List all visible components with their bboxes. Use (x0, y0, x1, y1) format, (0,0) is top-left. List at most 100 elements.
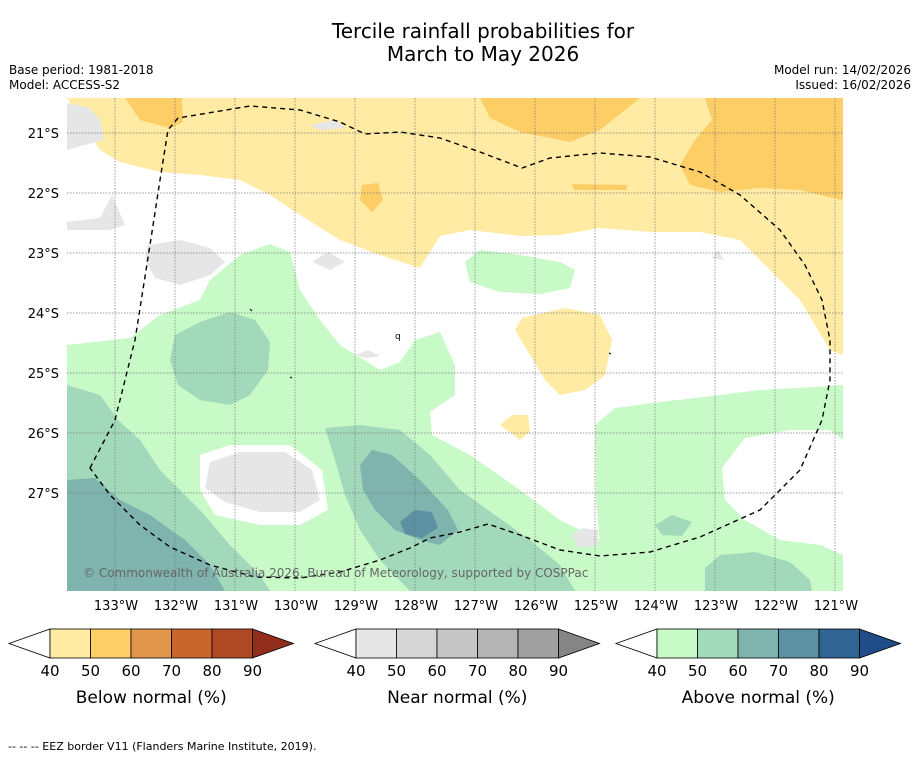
legend-swatch (697, 628, 739, 659)
legend-extend-high (859, 628, 902, 659)
lon-label: 129°W (334, 599, 378, 614)
legend-swatch (211, 628, 253, 659)
legend-swatch (49, 628, 91, 659)
legend-swatch (477, 628, 519, 659)
lon-label: 132°W (154, 599, 198, 614)
lat-label: 23°S (28, 247, 59, 262)
island-mark (289, 376, 293, 379)
legend-near-normal: 40 50 60 70 80 90 Near normal (%) (313, 628, 601, 708)
below-normal-60-area (680, 98, 843, 200)
legend-swatch (517, 628, 559, 659)
legend-tick-label: 60 (728, 662, 747, 680)
latitude-axis: 21°S 22°S 23°S 24°S 25°S 26°S 27°S (28, 127, 59, 502)
lon-label: 121°W (814, 599, 858, 614)
title-line-2: March to May 2026 (386, 42, 580, 66)
lon-label: 124°W (634, 599, 678, 614)
above-normal-50-area (465, 250, 575, 294)
lon-label: 125°W (574, 599, 618, 614)
map-title: Tercile rainfall probabilities for March… (0, 20, 919, 66)
near-normal-50-area (572, 528, 598, 548)
legend-tick-label: 50 (387, 662, 406, 680)
issued-date: Issued: 16/02/2026 (795, 78, 911, 92)
model-name: Model: ACCESS-S2 (9, 78, 121, 92)
lat-label: 22°S (28, 187, 59, 202)
title-line-1: Tercile rainfall probabilities for (331, 19, 635, 43)
near-normal-50-area (145, 240, 225, 285)
legend-tick-label: 60 (427, 662, 446, 680)
near-normal-50-area (355, 350, 380, 358)
lon-label: 126°W (514, 599, 558, 614)
below-normal-50-area (515, 308, 612, 395)
lon-label: 128°W (394, 599, 438, 614)
run-info: Model run: 14/02/2026 Issued: 16/02/2026 (774, 63, 911, 93)
near-normal-50-area (67, 103, 104, 150)
lat-label: 27°S (28, 487, 59, 502)
legend-swatch (90, 628, 132, 659)
above-normal-60-area (705, 552, 812, 591)
lon-label: 130°W (274, 599, 318, 614)
legend-tick-label: 70 (769, 662, 788, 680)
legend-extend-low (614, 628, 658, 659)
below-normal-60-area (125, 98, 183, 128)
near-normal-50-area (312, 252, 345, 270)
above-normal-60-area (655, 515, 692, 536)
legend-above-normal: 40 50 60 70 80 90 Above normal (%) (614, 628, 902, 708)
lat-label: 21°S (28, 127, 59, 142)
legend-swatch (778, 628, 820, 659)
lat-label: 24°S (28, 307, 59, 322)
lat-label: 25°S (28, 367, 59, 382)
legend-tick-label: 50 (688, 662, 707, 680)
near-normal-50-area (310, 120, 345, 130)
below-normal-60-area (360, 183, 383, 212)
legend-tick-label: 40 (40, 662, 59, 680)
legend-swatch (355, 628, 397, 659)
legend-title: Near normal (%) (387, 688, 527, 708)
below-normal-50-area (67, 98, 843, 355)
legend-swatch (396, 628, 438, 659)
legend-tick-label: 40 (647, 662, 666, 680)
legend-extend-high (558, 628, 601, 659)
legend-swatch (436, 628, 478, 659)
graticule (67, 98, 843, 591)
legend-below-normal: 40 50 60 70 80 90 Below normal (%) (7, 628, 295, 708)
legend-title: Above normal (%) (682, 688, 835, 708)
island-mark (249, 308, 253, 312)
island-mark (608, 352, 612, 355)
near-normal-50-area (205, 452, 320, 512)
legend-title: Below normal (%) (76, 688, 227, 708)
legend-swatch (171, 628, 213, 659)
legend-extend-low (313, 628, 357, 659)
legend-swatch (130, 628, 172, 659)
legend-swatch (656, 628, 698, 659)
below-normal-60-area (480, 98, 640, 142)
below-normal-60-area (572, 184, 628, 190)
legend-tick-label: 60 (121, 662, 140, 680)
lon-label: 133°W (94, 599, 138, 614)
legend-tick-label: 80 (809, 662, 828, 680)
base-period: Base period: 1981-2018 (9, 63, 154, 77)
above-normal-60-area (170, 312, 270, 405)
legend-tick-label: 80 (508, 662, 527, 680)
legend-tick-label: 90 (549, 662, 568, 680)
above-normal-80-area (400, 510, 438, 538)
legend-tick-label: 90 (850, 662, 869, 680)
legend-extend-high (252, 628, 295, 659)
longitude-axis: 133°W 132°W 131°W 130°W 129°W 128°W 127°… (94, 599, 858, 614)
copyright-text: © Commonwealth of Australia 2026, Bureau… (83, 566, 588, 580)
legend-swatch (737, 628, 779, 659)
lon-label: 131°W (214, 599, 258, 614)
below-normal-50-area (500, 415, 530, 440)
legend-tick-label: 90 (243, 662, 262, 680)
near-normal-50-area (67, 195, 125, 230)
legend-tick-label: 70 (162, 662, 181, 680)
legend-tick-label: 50 (81, 662, 100, 680)
legend-swatch (818, 628, 860, 659)
legend-tick-label: 40 (346, 662, 365, 680)
lon-label: 127°W (454, 599, 498, 614)
eez-footnote: -- -- -- EEZ border V11 (Flanders Marine… (8, 740, 317, 753)
island-label: q (395, 332, 401, 342)
lat-label: 26°S (28, 427, 59, 442)
below-normal-40-area (722, 430, 843, 555)
legend-tick-label: 80 (202, 662, 221, 680)
